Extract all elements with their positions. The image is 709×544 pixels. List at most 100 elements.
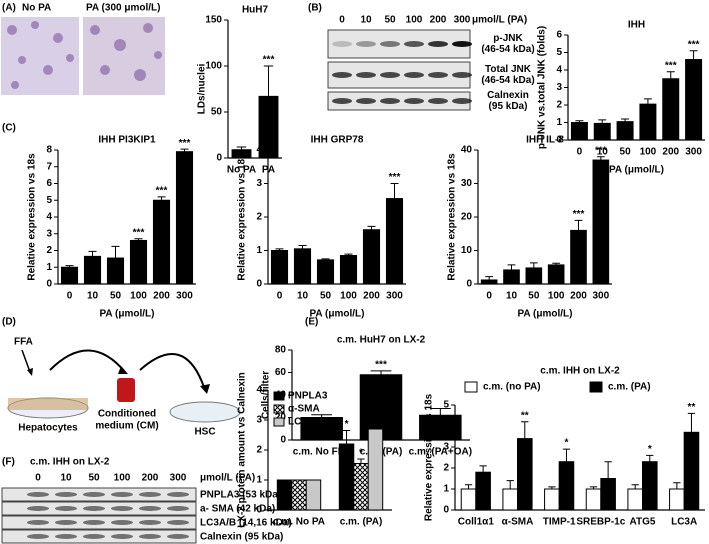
- error-bar: [507, 264, 516, 270]
- x-tick-label: 300: [592, 291, 609, 302]
- error-bar: [506, 480, 514, 489]
- x-tick-label: 50: [620, 147, 632, 158]
- error-bar: [236, 146, 247, 150]
- bar: [669, 488, 685, 511]
- significance: ***: [665, 60, 677, 71]
- x-tick-label: 100: [548, 291, 565, 302]
- bar: [338, 443, 355, 511]
- bar: [503, 269, 520, 285]
- bar: [106, 257, 125, 285]
- bar: [362, 229, 381, 285]
- error-bar: [88, 250, 97, 257]
- bar: [544, 488, 560, 511]
- y-tick-label: 1: [46, 262, 52, 273]
- band-label: PNPLA3 (53 kDa): [200, 490, 281, 501]
- significance: *: [359, 448, 363, 459]
- blot-band: [139, 506, 161, 511]
- error-bar: [342, 430, 351, 444]
- blot-band: [167, 520, 189, 525]
- y-tick-label: 2: [46, 245, 52, 256]
- error-bar: [548, 486, 556, 489]
- y-tick-label: 2: [256, 445, 262, 456]
- blot-band: [428, 41, 448, 47]
- y-tick-label: 150: [205, 15, 222, 26]
- diagram-label: Conditioned: [98, 409, 156, 420]
- bar: [480, 279, 498, 285]
- error-bar: [646, 454, 654, 462]
- x-tick-label: 0: [277, 291, 283, 302]
- chart-title: c.m. HuH7 on LX-2: [337, 335, 426, 346]
- error-bar: [134, 238, 143, 241]
- y-tick-label: 30: [461, 178, 473, 189]
- x-tick-label: SREBP-1c: [576, 517, 625, 528]
- error-bar: [464, 484, 473, 489]
- chart-title: IHH: [628, 20, 645, 31]
- y-tick-label: 5: [443, 400, 449, 411]
- error-bar: [552, 262, 561, 265]
- error-bar: [666, 71, 675, 79]
- blot-band: [27, 534, 49, 539]
- significance: **: [688, 402, 696, 413]
- blot-band: [452, 98, 472, 104]
- chart-title: IHH GRP78: [311, 135, 364, 146]
- blot-band: [55, 492, 77, 497]
- image-label: No PA: [22, 3, 51, 14]
- band-label: LC3A/B (14,16 kDa): [200, 518, 292, 529]
- dose-label: 10: [360, 15, 372, 26]
- error-bar: [479, 465, 487, 473]
- x-axis-label: PA (μmol/L): [100, 309, 155, 320]
- y-tick-label: 4: [443, 421, 449, 432]
- error-bar: [370, 370, 392, 375]
- x-tick-label: 200: [570, 291, 587, 302]
- bar: [129, 239, 148, 285]
- error-bar: [357, 458, 365, 464]
- legend-swatch: [273, 404, 285, 414]
- y-axis-label: LX-2 protein amount vs Calnexin: [237, 372, 248, 528]
- error-bar: [65, 265, 74, 268]
- y-tick-label: 3: [256, 178, 262, 189]
- x-tick-label: 10: [506, 291, 518, 302]
- blot-band: [139, 492, 161, 497]
- x-tick-label: 0: [67, 291, 73, 302]
- legend-swatch: [273, 391, 285, 401]
- band-label: Calnexin (95 kDa): [200, 532, 283, 543]
- error-bar: [521, 421, 529, 439]
- dose-label: 50: [88, 473, 100, 484]
- error-bar: [390, 183, 399, 199]
- bar: [367, 428, 384, 511]
- panel-label: (D): [2, 317, 16, 328]
- blot-band: [332, 72, 352, 78]
- blot-band: [27, 520, 49, 525]
- band-label: (46-54 kDa): [481, 75, 534, 86]
- x-tick-label: 100: [130, 291, 147, 302]
- bar: [385, 198, 404, 285]
- blot-band: [380, 72, 400, 78]
- y-tick-label: 1: [256, 475, 262, 486]
- legend-label: LC3a/b: [288, 417, 321, 428]
- y-axis-label: p-JNK vs.total JNK (folds): [537, 26, 548, 149]
- blot-band: [83, 492, 105, 497]
- dose-unit: μmol/L (PA): [200, 473, 255, 484]
- panel-label: (B): [308, 3, 322, 14]
- error-bar: [529, 262, 538, 268]
- y-tick-label: 6: [46, 178, 52, 189]
- blot-band: [332, 98, 352, 104]
- y-tick-label: 3: [443, 442, 449, 453]
- band-label: a- SMA (42 kDa): [200, 504, 275, 515]
- bar: [547, 264, 565, 285]
- blot-band: [111, 506, 133, 511]
- panel-label: (A): [2, 3, 16, 14]
- y-tick-label: 1: [443, 484, 449, 495]
- image-label: PA (300 μmol/L): [86, 3, 160, 14]
- x-tick-label: Coll1α1: [458, 517, 495, 528]
- bar: [639, 103, 657, 141]
- y-tick-label: 0: [466, 279, 472, 290]
- y-axis-label: Cells/filter: [261, 371, 272, 419]
- x-tick-label: 100: [340, 291, 357, 302]
- bar: [293, 248, 312, 285]
- error-bar: [298, 244, 307, 249]
- x-tick-label: 300: [685, 147, 702, 158]
- y-tick-label: 0: [256, 279, 262, 290]
- bar: [685, 59, 703, 141]
- error-bar: [575, 120, 584, 123]
